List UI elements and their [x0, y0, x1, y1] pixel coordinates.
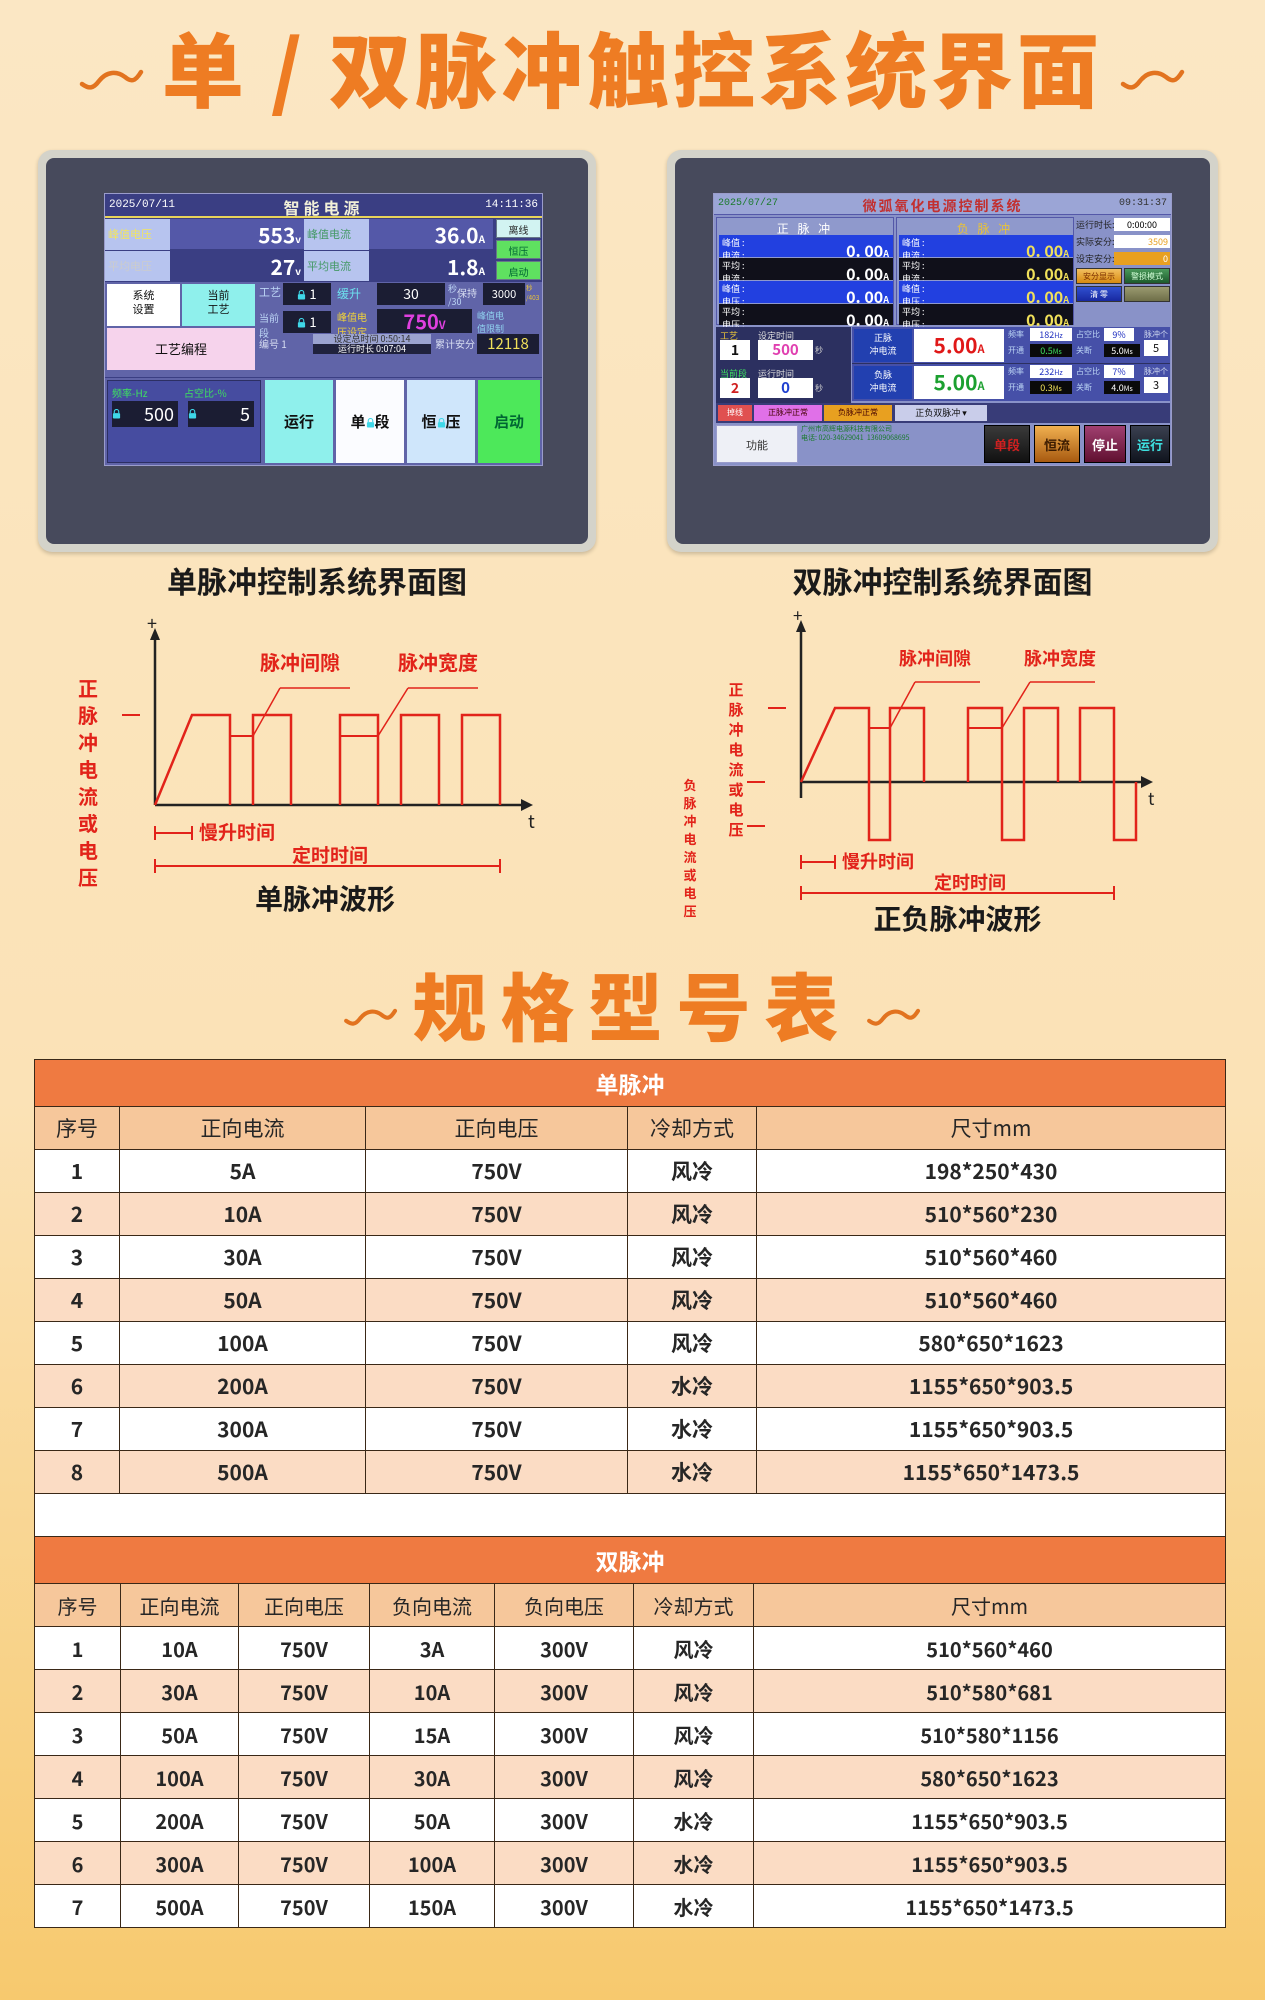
svg-text:定时时间: 定时时间 [934, 869, 1006, 895]
svg-text:脉冲宽度: 脉冲宽度 [398, 647, 478, 676]
svg-text:冲: 冲 [728, 719, 743, 740]
svg-text:电: 电 [78, 835, 98, 864]
svg-text:脉: 脉 [78, 700, 98, 729]
svg-text:慢升时间: 慢升时间 [842, 848, 914, 874]
svg-text:脉: 脉 [683, 793, 696, 812]
svg-text:或: 或 [78, 808, 98, 837]
svg-text:电: 电 [728, 739, 743, 760]
svg-text:压: 压 [728, 819, 743, 840]
svg-text:正: 正 [728, 679, 743, 700]
svg-text:流: 流 [728, 759, 743, 780]
svg-text:或: 或 [683, 865, 696, 884]
svg-text:流: 流 [78, 781, 98, 810]
svg-text:负: 负 [683, 775, 696, 794]
svg-text:t: t [1148, 785, 1155, 810]
svg-text:t: t [528, 808, 535, 834]
svg-text:或: 或 [728, 779, 743, 800]
svg-text:正: 正 [78, 673, 98, 702]
svg-text:脉冲宽度: 脉冲宽度 [1024, 645, 1096, 671]
svg-text:脉冲间隙: 脉冲间隙 [899, 645, 971, 671]
svg-text:冲: 冲 [683, 811, 696, 830]
svg-text:慢升时间: 慢升时间 [199, 818, 275, 845]
svg-text:流: 流 [683, 847, 696, 866]
svg-text:定时时间: 定时时间 [292, 841, 368, 868]
svg-text:电: 电 [78, 754, 98, 783]
svg-text:电: 电 [728, 799, 743, 820]
svg-text:脉: 脉 [728, 699, 743, 720]
svg-text:脉冲间隙: 脉冲间隙 [260, 647, 340, 676]
svg-text:冲: 冲 [78, 727, 98, 756]
svg-text:电: 电 [683, 829, 696, 848]
